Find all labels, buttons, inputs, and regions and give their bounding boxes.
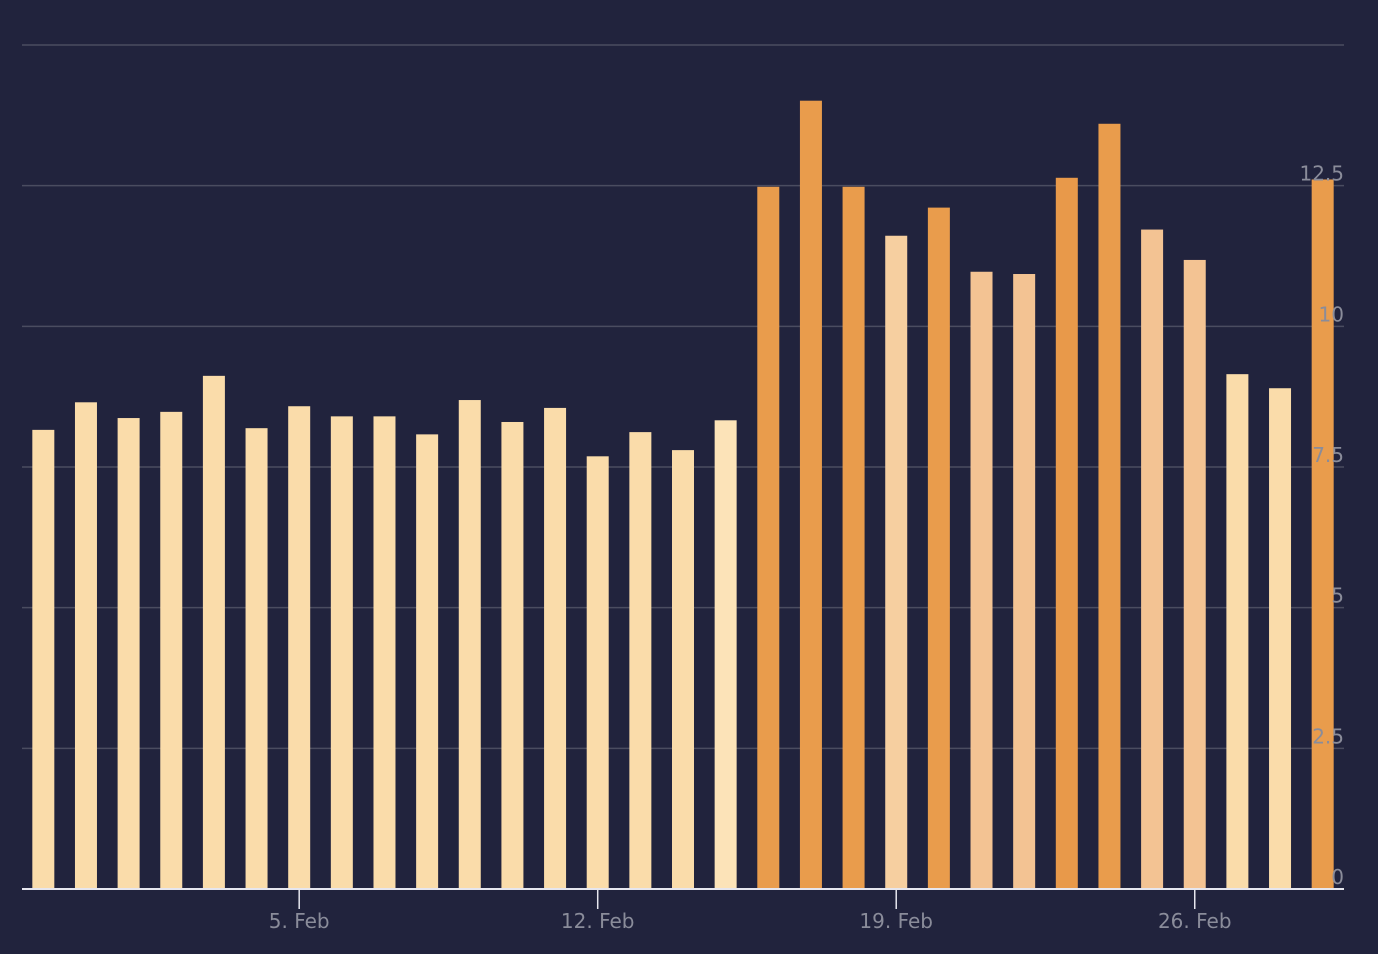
bar [160, 411, 183, 889]
bar [74, 402, 97, 889]
bar [799, 100, 822, 890]
bar [245, 428, 268, 889]
x-tick-label: 26. Feb [1158, 909, 1232, 933]
bar [1226, 374, 1249, 889]
bar [586, 456, 609, 889]
bar [1098, 123, 1121, 890]
bar [1013, 274, 1036, 889]
bar [1055, 177, 1078, 890]
y-tick-label: 12.5 [1299, 162, 1344, 186]
bar [885, 235, 908, 889]
x-tick-label: 12. Feb [561, 909, 635, 933]
bar [672, 450, 694, 889]
bar [1269, 388, 1292, 889]
bar [458, 400, 481, 889]
y-tick-label: 10 [1319, 302, 1344, 326]
bar [32, 429, 55, 889]
y-tick-label: 7.5 [1312, 443, 1344, 467]
bar [842, 186, 865, 890]
bar [202, 375, 225, 889]
bar [501, 421, 524, 889]
bar [117, 418, 140, 889]
bar [416, 434, 439, 889]
bar [1311, 179, 1334, 889]
y-tick-label: 0 [1331, 865, 1344, 889]
y-tick-label: 5 [1331, 584, 1344, 608]
bar [288, 406, 311, 889]
bar [1183, 259, 1206, 889]
bar [970, 271, 993, 890]
x-tick-label: 5. Feb [269, 909, 330, 933]
bar [629, 432, 652, 889]
y-tick-label: 2.5 [1312, 724, 1344, 748]
bar [757, 186, 780, 890]
bar [927, 207, 950, 890]
bar [330, 416, 353, 889]
bar [1141, 229, 1164, 889]
bar [544, 407, 567, 889]
bar [373, 416, 396, 889]
bar [714, 420, 737, 889]
x-tick-label: 19. Feb [859, 909, 933, 933]
